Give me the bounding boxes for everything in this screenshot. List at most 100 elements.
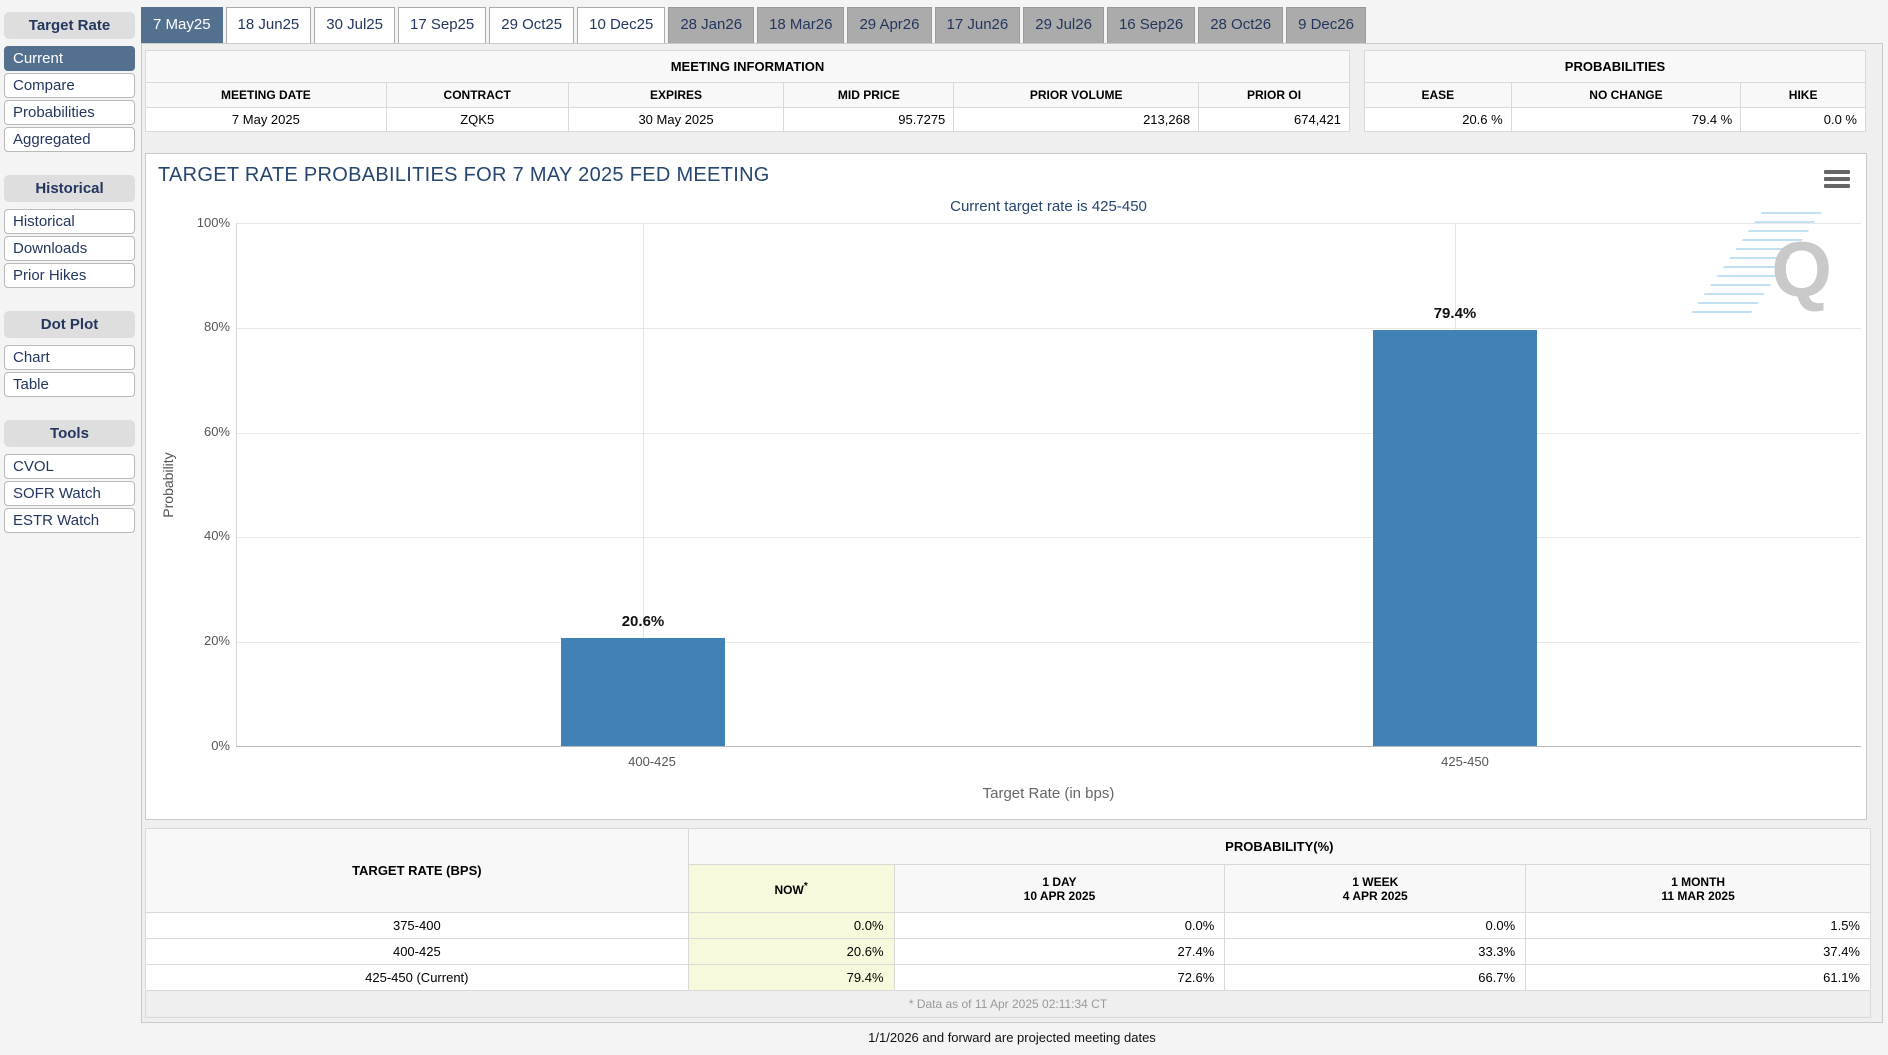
tab-30-jul25[interactable]: 30 Jul25 (314, 7, 395, 43)
bar-label-400-425: 20.6% (621, 613, 665, 631)
watermark-q: Q (1771, 225, 1832, 313)
info-row: MEETING INFORMATION MEETING DATE CONTRAC… (145, 50, 1881, 132)
day-prob: 27.4% (893, 938, 1226, 965)
bar-425-450[interactable] (1373, 329, 1537, 746)
tab-18-jun25[interactable]: 18 Jun25 (225, 7, 312, 43)
prior-volume-value: 213,268 (953, 107, 1200, 132)
xtick-425-450: 425-450 (1441, 754, 1489, 769)
tab-9-dec26[interactable]: 9 Dec26 (1286, 7, 1366, 43)
tab-28-oct26[interactable]: 28 Oct26 (1198, 7, 1284, 43)
week-prob: 0.0% (1224, 912, 1527, 939)
probabilities-table: PROBABILITIES EASE NO CHANGE HIKE 20.6 %… (1364, 50, 1866, 132)
meeting-information-title: MEETING INFORMATION (145, 50, 1350, 83)
sidebar-item-historical[interactable]: Historical (4, 209, 135, 234)
tab-29-apr26[interactable]: 29 Apr26 (847, 7, 932, 43)
bar-400-425[interactable] (561, 638, 725, 746)
chart-title: TARGET RATE PROBABILITIES FOR 7 MAY 2025… (158, 164, 770, 186)
history-table-wrap: TARGET RATE (BPS) PROBABILITY(%) NOW* 1 … (145, 828, 1872, 1018)
xtick-400-425: 400-425 (628, 754, 676, 769)
hike-value: 0.0 % (1740, 107, 1866, 132)
rate-range: 375-400 (145, 912, 689, 939)
col-prior-oi: PRIOR OI (1198, 82, 1350, 108)
ytick-60: 60% (203, 424, 230, 439)
no-change-value: 79.4 % (1510, 107, 1742, 132)
probability-chart: TARGET RATE PROBABILITIES FOR 7 MAY 2025… (145, 153, 1867, 820)
now-asterisk: * (803, 880, 808, 892)
history-table: TARGET RATE (BPS) PROBABILITY(%) NOW* 1 … (145, 828, 1872, 1018)
sidebar-item-prior-hikes[interactable]: Prior Hikes (4, 263, 135, 288)
sidebar-header-dot-plot: Dot Plot (4, 311, 135, 338)
rate-range: 400-425 (145, 938, 689, 965)
ytick-100: 100% (196, 215, 230, 230)
now-prob: 0.0% (687, 912, 895, 939)
now-prob: 20.6% (687, 938, 895, 965)
plot-area: 20.6% 79.4% (236, 223, 1861, 747)
tab-7-may25[interactable]: 7 May25 (141, 7, 223, 43)
col-no-change: NO CHANGE (1510, 82, 1742, 108)
col-contract: CONTRACT (385, 82, 569, 108)
meeting-date-tabs: 7 May25 18 Jun25 30 Jul25 17 Sep25 29 Oc… (141, 7, 1366, 43)
prior-oi-value: 674,421 (1198, 107, 1350, 132)
x-axis-title: Target Rate (in bps) (982, 785, 1115, 802)
col-mid-price: MID PRICE (783, 82, 955, 108)
q-watermark: Q (1686, 212, 1832, 322)
table-row: 400-425 20.6% 27.4% 33.3% 37.4% (145, 938, 1871, 965)
col-1-week: 1 WEEK 4 APR 2025 (1224, 864, 1527, 913)
data-as-of-footnote: * Data as of 11 Apr 2025 02:11:34 CT (145, 990, 1871, 1018)
meeting-date-value: 7 May 2025 (145, 107, 387, 132)
contract-value: ZQK5 (385, 107, 569, 132)
ytick-40: 40% (203, 528, 230, 543)
table-row: 425-450 (Current) 79.4% 72.6% 66.7% 61.1… (145, 964, 1871, 991)
col-target-rate-bps: TARGET RATE (BPS) (145, 828, 689, 913)
chart-subtitle: Current target rate is 425-450 (950, 198, 1147, 215)
probabilities-title: PROBABILITIES (1364, 50, 1866, 83)
sidebar-item-estr-watch[interactable]: ESTR Watch (4, 508, 135, 533)
sidebar-item-sofr-watch[interactable]: SOFR Watch (4, 481, 135, 506)
tab-29-jul26[interactable]: 29 Jul26 (1023, 7, 1104, 43)
sidebar-item-downloads[interactable]: Downloads (4, 236, 135, 261)
sidebar: Target Rate Current Compare Probabilitie… (4, 12, 135, 535)
tab-28-jan26[interactable]: 28 Jan26 (668, 7, 755, 43)
tab-10-dec25[interactable]: 10 Dec25 (577, 7, 666, 43)
month-prob: 1.5% (1525, 912, 1871, 939)
ease-value: 20.6 % (1364, 107, 1512, 132)
main-panel: MEETING INFORMATION MEETING DATE CONTRAC… (141, 43, 1883, 1023)
col-hike: HIKE (1740, 82, 1866, 108)
now-prob: 79.4% (687, 964, 895, 991)
sidebar-item-chart[interactable]: Chart (4, 345, 135, 370)
col-ease: EASE (1364, 82, 1512, 108)
col-1-month: 1 MONTH 11 MAR 2025 (1525, 864, 1871, 913)
day-prob: 0.0% (893, 912, 1226, 939)
sidebar-header-tools: Tools (4, 420, 135, 447)
chart-menu-icon[interactable] (1824, 170, 1850, 191)
month-prob: 37.4% (1525, 938, 1871, 965)
sidebar-item-table[interactable]: Table (4, 372, 135, 397)
col-1-day: 1 DAY 10 APR 2025 (893, 864, 1226, 913)
ytick-20: 20% (203, 633, 230, 648)
sidebar-item-cvol[interactable]: CVOL (4, 454, 135, 479)
tab-18-mar26[interactable]: 18 Mar26 (757, 7, 845, 43)
meeting-information-table: MEETING INFORMATION MEETING DATE CONTRAC… (145, 50, 1350, 132)
tab-17-sep25[interactable]: 17 Sep25 (398, 7, 487, 43)
sidebar-header-historical: Historical (4, 175, 135, 202)
sidebar-item-current[interactable]: Current (4, 46, 135, 71)
ytick-0: 0% (211, 738, 230, 753)
bar-label-425-450: 79.4% (1433, 304, 1477, 322)
vgrid-1 (643, 223, 644, 746)
sidebar-item-probabilities[interactable]: Probabilities (4, 100, 135, 125)
sidebar-item-compare[interactable]: Compare (4, 73, 135, 98)
sidebar-header-target-rate: Target Rate (4, 12, 135, 39)
tab-29-oct25[interactable]: 29 Oct25 (489, 7, 575, 43)
mid-price-value: 95.7275 (783, 107, 955, 132)
sidebar-item-aggregated[interactable]: Aggregated (4, 127, 135, 152)
month-prob: 61.1% (1525, 964, 1871, 991)
table-row: 375-400 0.0% 0.0% 0.0% 1.5% (145, 912, 1871, 939)
tab-17-jun26[interactable]: 17 Jun26 (934, 7, 1021, 43)
day-prob: 72.6% (893, 964, 1226, 991)
rate-range: 425-450 (Current) (145, 964, 689, 991)
projection-note: 1/1/2026 and forward are projected meeti… (868, 1030, 1156, 1045)
col-meeting-date: MEETING DATE (145, 82, 387, 108)
tab-16-sep26[interactable]: 16 Sep26 (1106, 7, 1196, 43)
col-prior-volume: PRIOR VOLUME (953, 82, 1200, 108)
